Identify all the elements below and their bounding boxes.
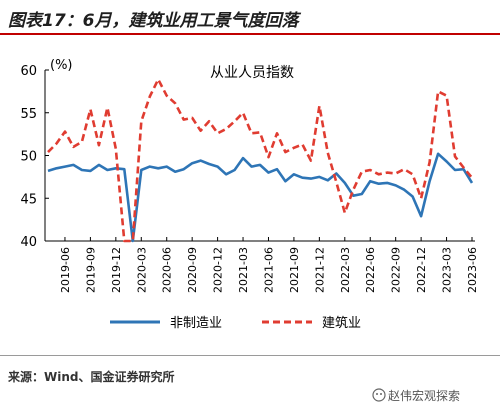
x-tick-label: 2022-03 — [339, 247, 352, 293]
chart-plot-area — [47, 78, 474, 243]
source-note: 来源：Wind、国金证券研究所 — [8, 370, 175, 384]
series-line-construction — [47, 78, 473, 243]
x-tick-label: 2020-03 — [135, 247, 148, 293]
y-tick-label: 50 — [20, 150, 37, 165]
y-tick-label: 40 — [20, 235, 37, 250]
x-tick-label: 2022-12 — [415, 247, 428, 293]
series-line-manufacturing — [47, 152, 474, 243]
x-tick-label: 2020-09 — [186, 247, 199, 293]
wechat-icon — [372, 388, 386, 402]
chart-legend: 非制造业 建筑业 — [110, 315, 361, 331]
title-rule — [0, 33, 500, 35]
legend-label-construction: 建筑业 — [322, 315, 361, 331]
x-tick-label: 2021-09 — [288, 247, 301, 293]
x-tick-label: 2022-09 — [390, 247, 403, 293]
figure-title: 图表17：6月，建筑业用工景气度回落 — [8, 11, 299, 31]
y-tick-label: 60 — [20, 64, 37, 79]
x-tick-label: 2020-06 — [161, 247, 174, 293]
x-tick-label: 2019-06 — [59, 247, 72, 293]
y-tick-label: 55 — [20, 107, 37, 122]
y-tick-label: 45 — [20, 192, 37, 207]
chart-axes: 40 45 50 55 60 2019-06 2019-09 2019-12 2020-03 20… — [20, 64, 479, 293]
y-unit-label: (%) — [50, 58, 73, 73]
chart-title: 从业人员指数 — [210, 65, 294, 81]
x-tick-label: 2021-12 — [313, 247, 326, 293]
x-tick-label: 2020-12 — [212, 247, 225, 293]
x-tick-label: 2019-09 — [84, 247, 97, 293]
legend-label-manufacturing: 非制造业 — [170, 316, 222, 331]
x-tick-label: 2023-03 — [441, 247, 454, 293]
x-tick-label: 2021-03 — [237, 247, 250, 293]
x-tick-label: 2019-12 — [110, 247, 123, 293]
x-tick-label: 2022-06 — [364, 247, 377, 293]
x-tick-label: 2023-06 — [466, 247, 479, 293]
source-rule — [0, 355, 500, 356]
x-tick-label: 2021-06 — [262, 247, 275, 293]
watermark-text: 赵伟宏观探索 — [388, 389, 461, 403]
chart: 40 45 50 55 60 2019-06 2019-09 2019-12 2020-03 20… — [20, 58, 479, 331]
